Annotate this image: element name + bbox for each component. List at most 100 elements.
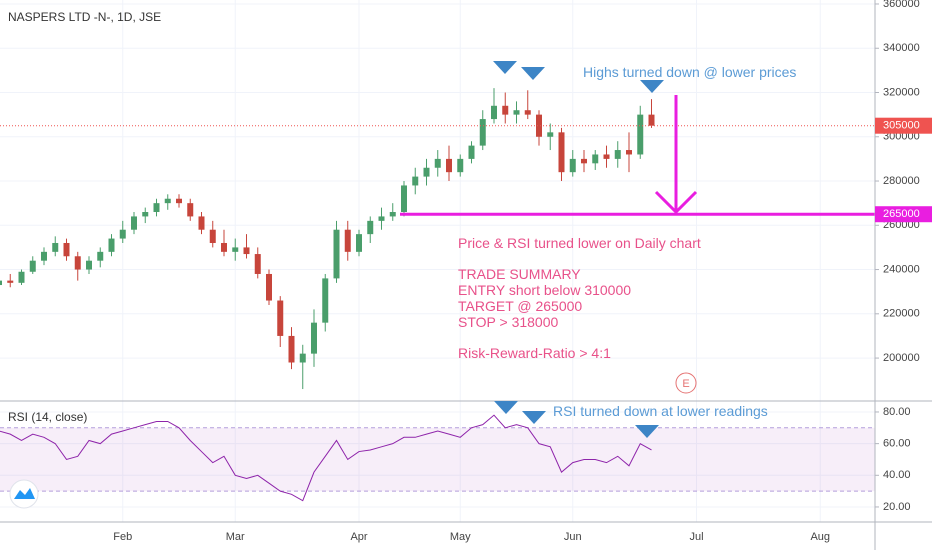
candle-body [333,229,340,279]
marker [635,425,659,438]
y-tick-label: 220000 [883,308,920,320]
y-tick-label: 20.00 [883,501,911,513]
candle-body [344,229,351,252]
candle-body [457,158,464,173]
candle-body [7,280,14,283]
rsi-line [0,414,652,502]
candle-body [378,216,385,221]
candle-body [626,150,632,155]
marker [640,80,664,93]
candle-body [446,158,452,173]
candle-body [29,260,36,272]
annotation: STOP > 318000 [458,314,558,330]
candle-body [164,198,171,204]
candle-body [423,167,430,177]
marker [522,411,546,424]
candle-body [198,216,205,230]
candle-body [187,203,194,217]
candle-body [232,247,239,252]
price-label: 305000 [883,120,920,132]
candle-body [97,251,104,261]
candle-body [311,322,317,354]
candle-body [108,238,115,252]
candle-body [536,114,542,137]
candle-body [299,353,306,363]
annotation: Price & RSI turned lower on Daily chart [458,235,701,251]
candle-body [558,132,565,173]
annotation: TRADE SUMMARY [458,266,581,282]
candle-body [142,212,149,217]
candle-body [491,105,497,120]
candle-body [254,254,261,274]
y-tick-label: 240000 [883,263,920,275]
candle-body [63,242,70,257]
marker [494,401,518,414]
candle-body [468,145,475,159]
candle-body [74,256,81,270]
candle-body [547,132,554,137]
candle-body [209,229,216,243]
candle-body [176,198,182,204]
x-tick-label: May [450,531,471,543]
candle-body [277,300,284,336]
y-tick-label: 360000 [883,0,920,10]
candle-body [513,110,520,115]
y-tick-label: 320000 [883,86,920,98]
x-tick-label: Jul [689,531,703,543]
candle-body [86,260,92,270]
x-tick-label: Feb [113,531,132,543]
candle-body [479,119,486,146]
y-tick-label: 80.00 [883,406,911,418]
logo-icon [14,488,35,499]
price-label-box [875,206,932,223]
annotation: Risk-Reward-Ratio > 4:1 [458,345,611,361]
y-tick-label: 40.00 [883,469,911,481]
candle-body [243,247,250,255]
markers [493,61,664,438]
plot [0,88,875,502]
rsi-band [0,427,875,492]
candle-body [322,278,329,323]
marker [493,61,517,74]
candle-body [412,176,419,186]
candle-body [221,242,227,252]
candle-body [119,229,126,239]
candle-body [637,114,644,155]
candle-body [367,220,374,235]
annotation: ENTRY short below 310000 [458,282,631,298]
price-label: 265000 [883,208,920,220]
y-tick-label: 340000 [883,42,920,54]
candle-body [18,271,25,283]
annotation: RSI turned down at lower readings [553,403,768,419]
x-tick-label: Aug [810,531,830,543]
candle-body [524,110,531,115]
y-tick-label: 60.00 [883,438,911,450]
candle-body [581,158,587,164]
event-marker[interactable] [675,372,697,394]
candle-body [648,114,655,126]
candle-body [288,335,295,363]
symbol-title: NASPERS LTD -N-, 1D, JSE [8,10,161,24]
candle-body [356,234,362,252]
x-tick-label: Jun [564,531,582,543]
candle-body [434,158,441,168]
candle-body [592,154,599,164]
candle-body [41,251,47,261]
candle-body [266,273,272,301]
grid [0,0,875,522]
candle-body [0,280,2,286]
x-tick-label: Mar [226,531,245,543]
y-tick-label: 280000 [883,175,920,187]
candle-body [389,212,396,217]
indicator-title: RSI (14, close) [8,410,87,424]
annotation: Highs turned down @ lower prices [583,64,796,80]
event-label: E [682,378,689,390]
candle-body [153,203,160,213]
candle-body [52,242,59,252]
annotation: TARGET @ 265000 [458,298,582,314]
y-tick-label: 200000 [883,352,920,364]
arrow-head [654,190,698,215]
candle-body [603,154,610,159]
